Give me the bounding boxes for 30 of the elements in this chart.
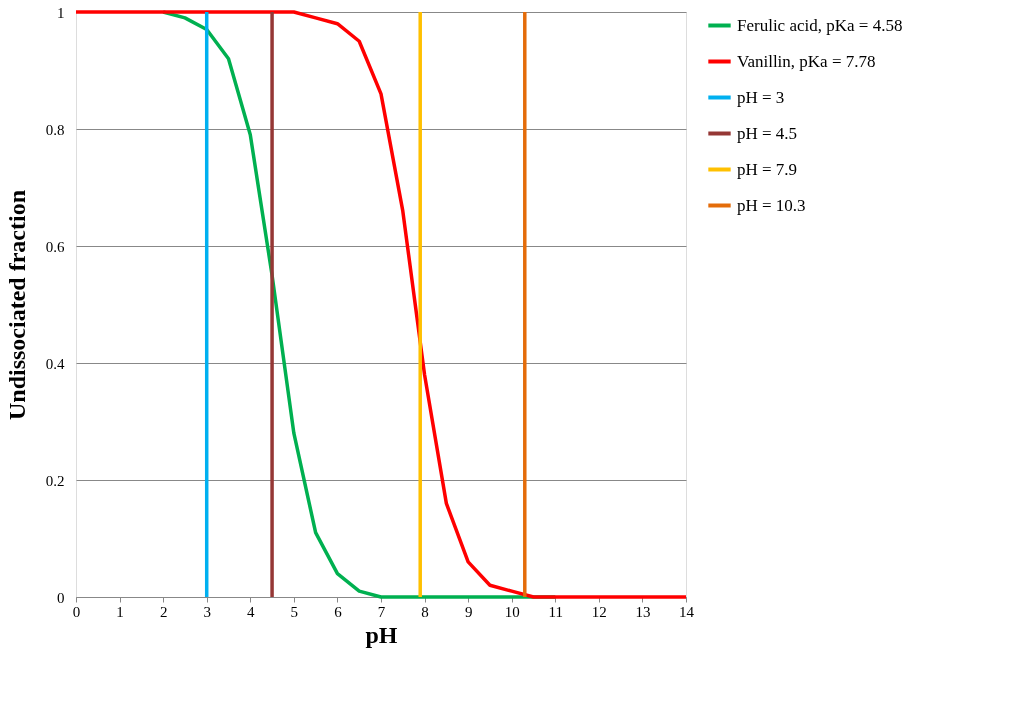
y-tick-label: 0.2 — [45, 472, 65, 489]
legend-label: pH = 7.9 — [737, 159, 798, 179]
y-axis-title: Undissociated fraction — [3, 190, 30, 420]
x-tick-label: 3 — [203, 603, 211, 620]
legend-label: pH = 3 — [737, 87, 785, 107]
y-tick-label: 1 — [57, 4, 65, 21]
x-tick-label: 11 — [548, 603, 564, 620]
y-tick-label: 0.4 — [45, 355, 65, 372]
x-tick-label: 7 — [377, 603, 386, 620]
legend-label: pH = 10.3 — [737, 195, 806, 215]
y-tick-label: 0 — [57, 589, 65, 606]
x-tick-label: 12 — [591, 603, 607, 620]
x-tick-label: 2 — [159, 603, 168, 620]
legend-label: pH = 4.5 — [737, 123, 798, 143]
x-tick-label: 1 — [116, 603, 124, 620]
line-series — [74, 10, 688, 599]
x-tick-label: 10 — [504, 603, 520, 620]
legend-label: Vanillin, pKa = 7.78 — [737, 51, 876, 71]
x-tick-label: 4 — [247, 603, 256, 620]
x-tick-label: 6 — [334, 603, 343, 620]
x-tick-label: 8 — [421, 603, 429, 620]
x-axis-title: pH — [365, 621, 398, 648]
x-tick-label: 0 — [72, 603, 81, 620]
y-tick-label: 0.6 — [45, 238, 65, 255]
x-tick-label: 13 — [635, 603, 651, 620]
x-tick-label: 9 — [464, 603, 473, 620]
x-tick-label: 14 — [679, 603, 695, 620]
x-tick-label: 5 — [290, 603, 299, 620]
legend-label: Ferulic acid, pKa = 4.58 — [737, 15, 903, 35]
y-tick-label: 0.8 — [45, 121, 65, 138]
